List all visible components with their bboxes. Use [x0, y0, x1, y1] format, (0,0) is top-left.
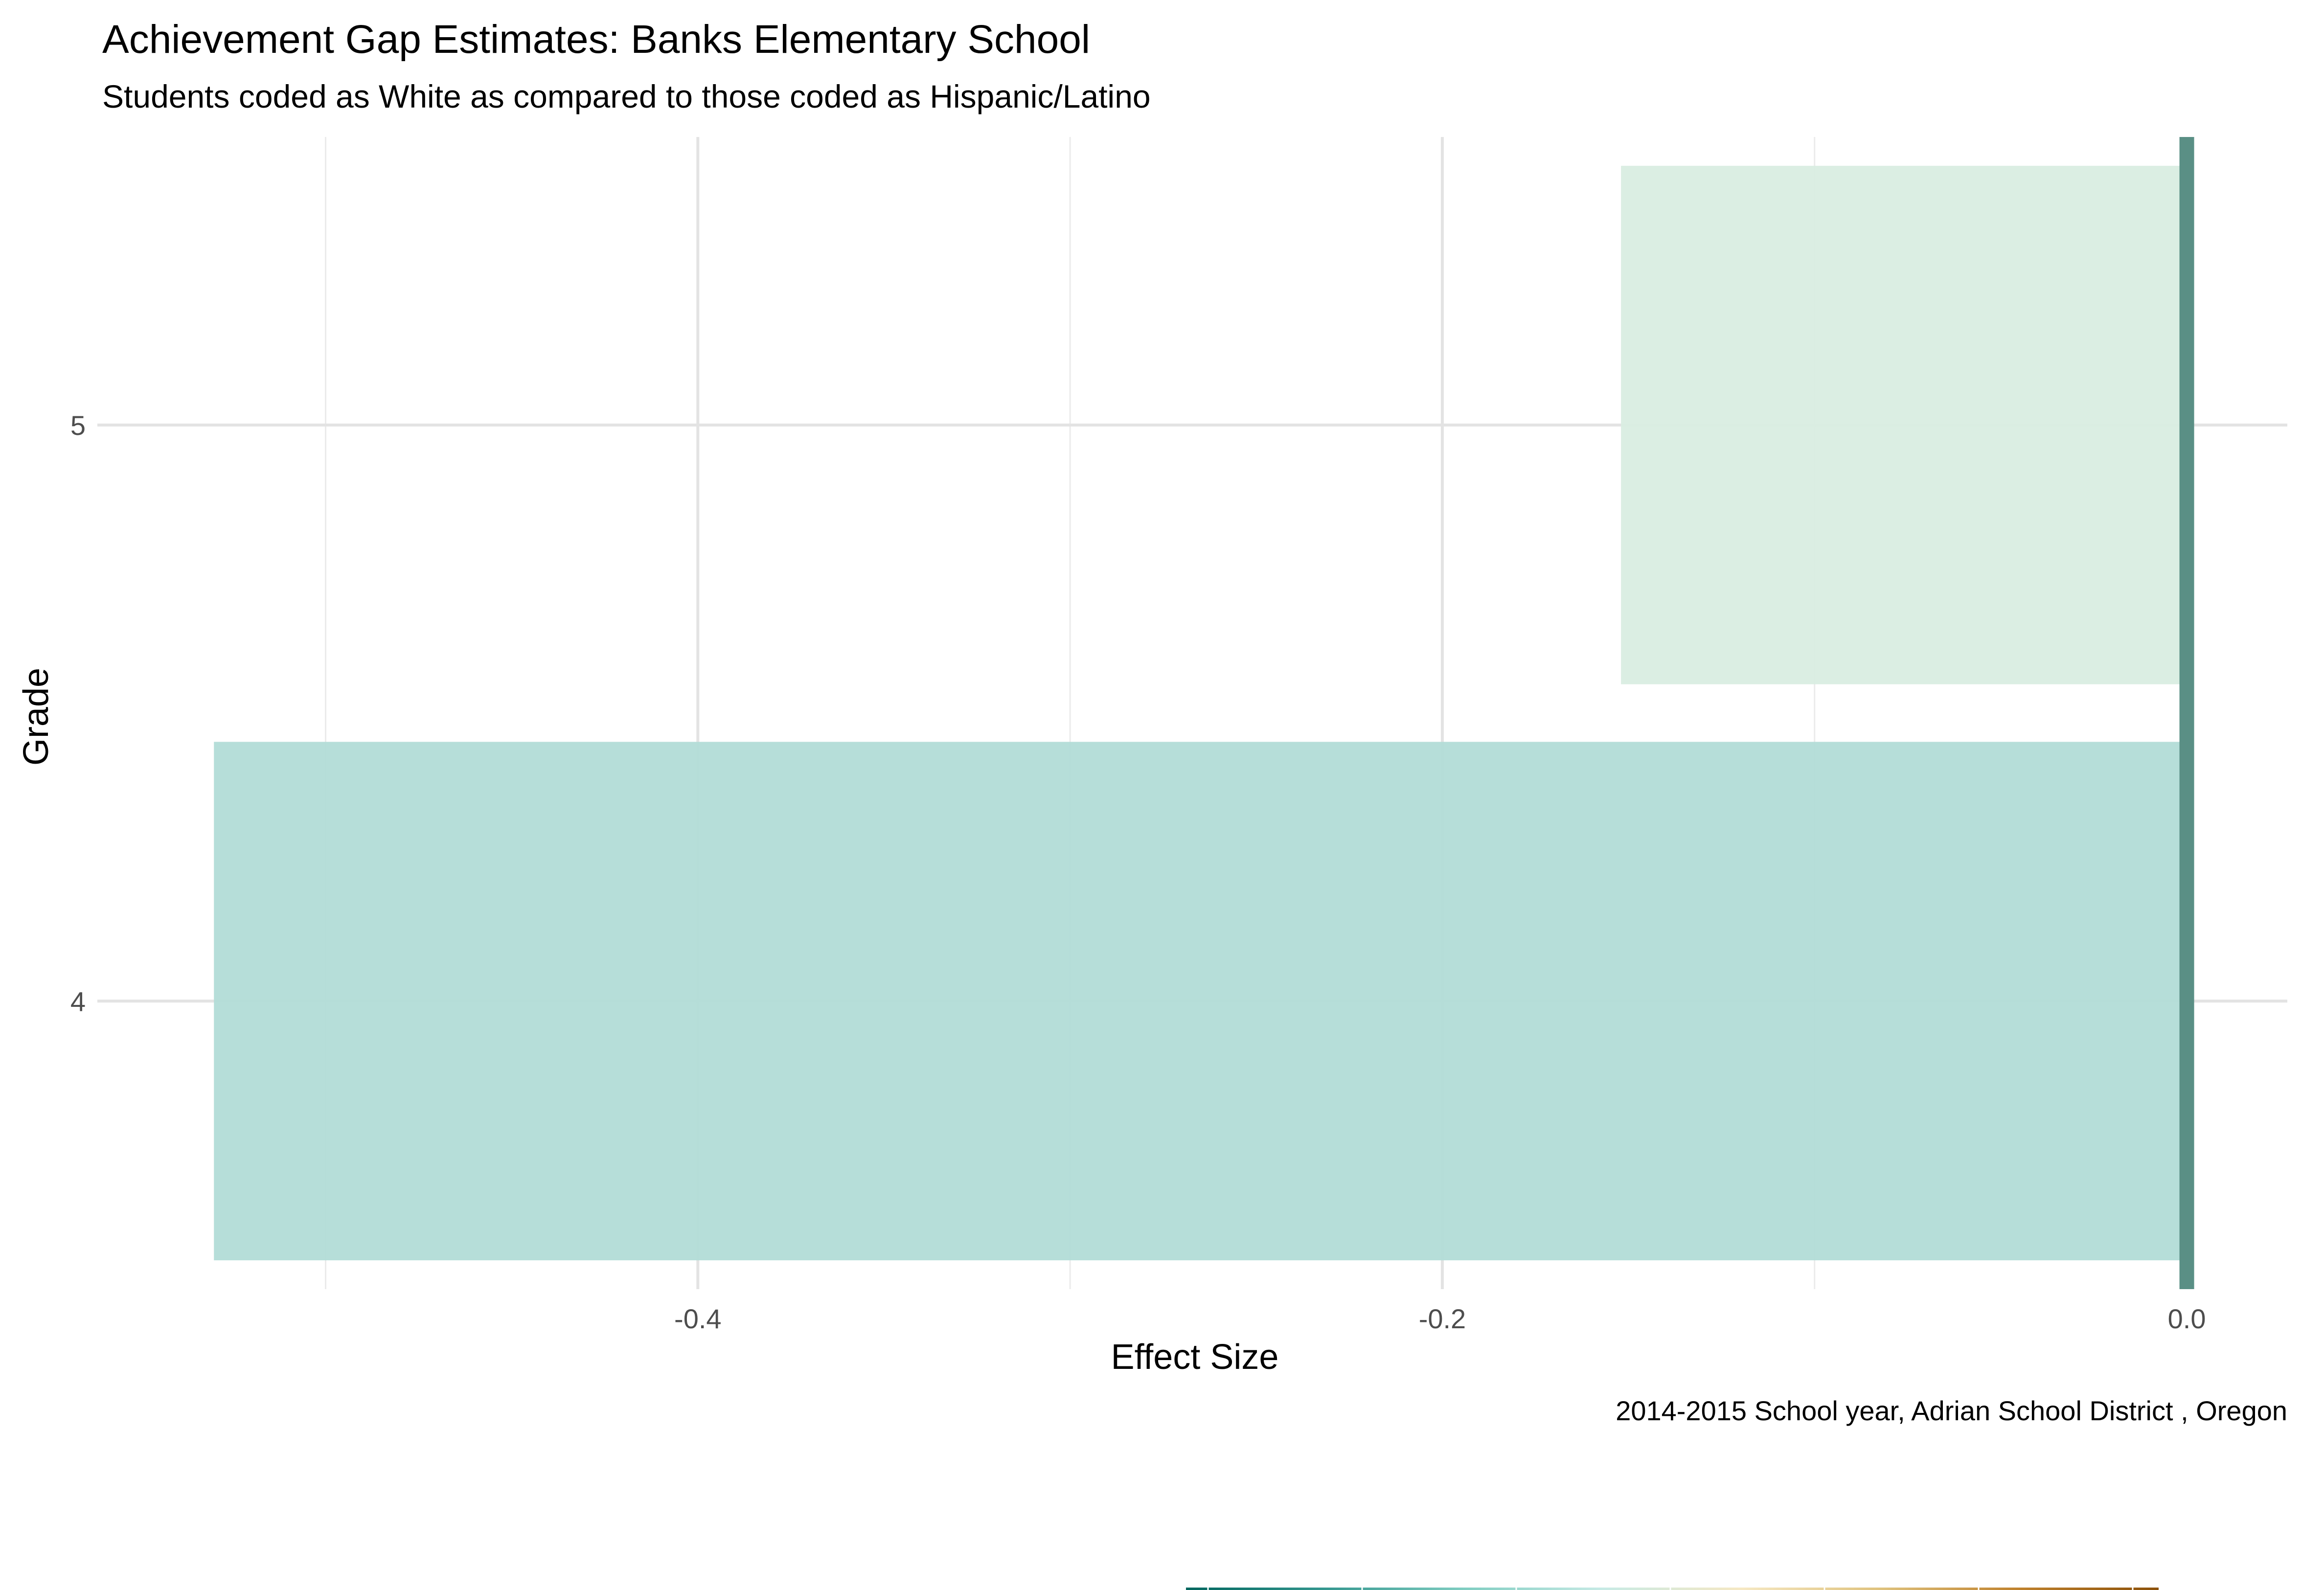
- x-axis-title: Effect Size: [1111, 1338, 1279, 1377]
- chart-title: Achievement Gap Estimates: Banks Element…: [102, 17, 1090, 62]
- chart-caption: 2014-2015 School year, Adrian School Dis…: [1616, 1395, 2287, 1426]
- x-tick-label: -0.4: [674, 1303, 722, 1334]
- y-tick-labels: 45: [70, 410, 102, 1017]
- x-tick-label: 0.0: [2168, 1303, 2206, 1334]
- x-tick-label: -0.2: [1419, 1303, 1466, 1334]
- y-tick-label: 5: [70, 410, 86, 441]
- bar-grade-4: [214, 742, 2187, 1261]
- chart-subtitle: Students coded as White as compared to t…: [102, 78, 1151, 114]
- zero-reference-line: [2179, 137, 2194, 1289]
- reference-line-group: [2179, 137, 2194, 1289]
- bars: [214, 165, 2187, 1261]
- bar-grade-5: [1621, 165, 2187, 684]
- colorbar-legend: [1186, 1588, 2159, 1590]
- x-tick-labels: -0.4 -0.2 0.0: [674, 1303, 2206, 1334]
- colorbar-gradient: [1186, 1588, 2159, 1590]
- y-tick-label: 4: [70, 986, 86, 1017]
- y-axis-title: Grade: [17, 668, 56, 766]
